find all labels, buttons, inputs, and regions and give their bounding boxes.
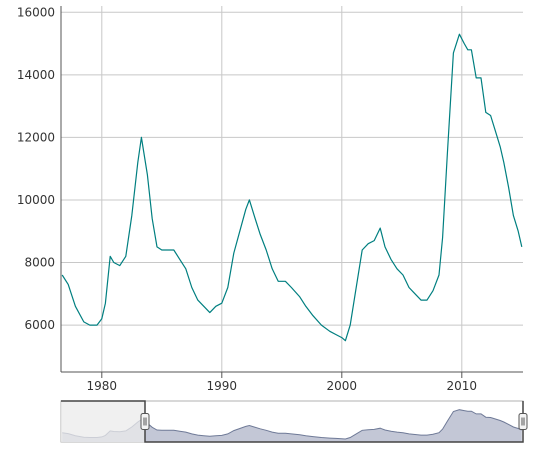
navigator-mask (61, 401, 145, 442)
y-tick-label: 8000 (24, 256, 55, 270)
series-group (61, 33, 523, 342)
handle-body[interactable] (140, 413, 150, 430)
drag-handle-icon[interactable] (140, 413, 150, 430)
x-tick-label: 1990 (207, 379, 238, 393)
y-tick-label: 6000 (24, 318, 55, 332)
x-tick-label: 1980 (87, 379, 118, 393)
axes (60, 6, 523, 378)
navigator[interactable] (60, 400, 528, 443)
x-tick-label: 2000 (327, 379, 358, 393)
tick-labels: 6000 8000 10000 12000 14000 16000 1980 1990 2000… (17, 5, 477, 393)
series-line (61, 33, 523, 342)
y-tick-label: 16000 (17, 5, 55, 19)
y-tick-label: 10000 (17, 193, 55, 207)
y-tick-label: 12000 (17, 130, 55, 144)
x-tick-label: 2010 (447, 379, 478, 393)
drag-handle-icon[interactable] (518, 413, 528, 430)
grid (61, 6, 523, 372)
handle-body[interactable] (518, 413, 528, 430)
y-tick-label: 14000 (17, 68, 55, 82)
